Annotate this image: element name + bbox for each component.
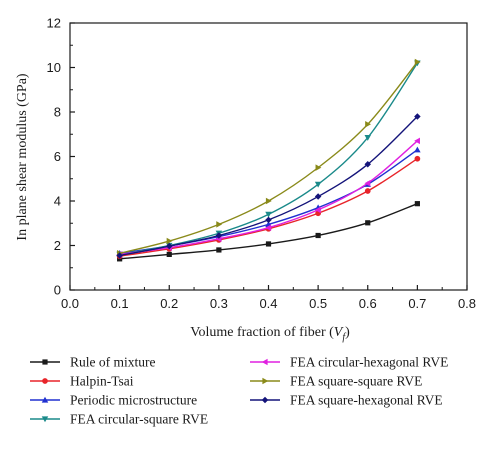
legend-label: Periodic microstructure	[70, 393, 197, 408]
legend-item: Periodic microstructure	[30, 393, 197, 408]
plot-area	[116, 58, 421, 262]
data-point	[265, 211, 272, 218]
y-axis-title: In plane shear modulus (GPa)	[15, 73, 30, 241]
legend-label: FEA circular-square RVE	[70, 412, 208, 427]
data-point	[315, 232, 321, 239]
x-tick-label: 0.2	[160, 296, 178, 311]
series-line	[119, 140, 418, 256]
legend-item: FEA square-hexagonal RVE	[250, 393, 443, 408]
y-tick-label: 2	[54, 238, 61, 253]
x-tick-label: 0.6	[359, 296, 377, 311]
y-tick-label: 8	[54, 105, 61, 120]
legend-label: FEA square-hexagonal RVE	[290, 393, 443, 408]
data-point	[314, 206, 321, 214]
data-point	[265, 241, 272, 247]
data-point	[414, 201, 420, 207]
legend-item: FEA circular-hexagonal RVE	[250, 355, 448, 370]
data-point	[314, 181, 322, 188]
legend-marker	[262, 377, 269, 385]
x-tick-label: 0.5	[309, 296, 327, 311]
axes: 0.0 0.1 0.2 0.3 0.4 0.5 0.6 0.7 0.8 0 2 4 6 8 10 12	[47, 16, 477, 312]
x-tick-label: 0.8	[458, 296, 476, 311]
data-point	[216, 247, 222, 253]
data-point	[414, 58, 421, 66]
data-point	[364, 134, 371, 141]
legend-marker	[261, 396, 269, 404]
data-point	[365, 220, 371, 226]
y-tick-label: 12	[47, 16, 61, 31]
data-point	[215, 232, 223, 239]
x-tick-label: 0.7	[408, 296, 426, 311]
legend-marker	[42, 378, 48, 384]
y-tick-label: 10	[47, 60, 61, 75]
y-tick-label: 0	[54, 283, 61, 298]
legend-item: Halpin-Tsai	[30, 374, 134, 389]
data-point	[364, 179, 371, 187]
data-point	[364, 188, 371, 194]
data-point	[365, 120, 371, 128]
series-line	[119, 115, 418, 257]
data-point	[265, 224, 272, 231]
x-tick-label: 0.0	[61, 296, 79, 311]
x-tick-label: 0.4	[259, 296, 277, 311]
legend-item: FEA square-square RVE	[250, 374, 422, 389]
series-5	[116, 137, 420, 258]
data-point	[315, 164, 322, 171]
legend-label: FEA circular-hexagonal RVE	[290, 355, 448, 370]
data-point	[216, 221, 223, 228]
y-tick-label: 4	[54, 194, 61, 209]
y-tick-label: 6	[54, 149, 61, 164]
data-point	[116, 252, 123, 259]
data-point	[414, 155, 421, 162]
data-point	[414, 146, 421, 153]
data-point	[265, 216, 272, 224]
legend-item: FEA circular-square RVE	[30, 412, 208, 427]
x-tick-label: 0.3	[210, 296, 228, 311]
data-point	[166, 242, 173, 250]
legend-marker	[261, 358, 268, 366]
data-point	[265, 197, 272, 205]
data-point	[314, 193, 322, 200]
series-7	[116, 113, 421, 259]
legend-label: Halpin-Tsai	[70, 374, 134, 389]
x-tick-label: 0.1	[111, 296, 129, 311]
data-point	[166, 237, 173, 245]
legend-marker	[41, 396, 49, 403]
legend-marker	[41, 416, 49, 423]
legend-item: Rule of mixture	[30, 355, 155, 370]
data-point	[364, 161, 371, 168]
legend-label: Rule of mixture	[70, 355, 155, 370]
data-point	[166, 251, 172, 257]
legend: Rule of mixture Halpin-Tsai Periodic micro…	[30, 355, 448, 427]
data-point	[414, 113, 421, 120]
data-point	[414, 137, 420, 145]
legend-label: FEA square-square RVE	[290, 374, 422, 389]
legend-marker	[42, 359, 48, 365]
x-axis-title: Volume fraction of fiber (Vf)	[190, 325, 350, 343]
